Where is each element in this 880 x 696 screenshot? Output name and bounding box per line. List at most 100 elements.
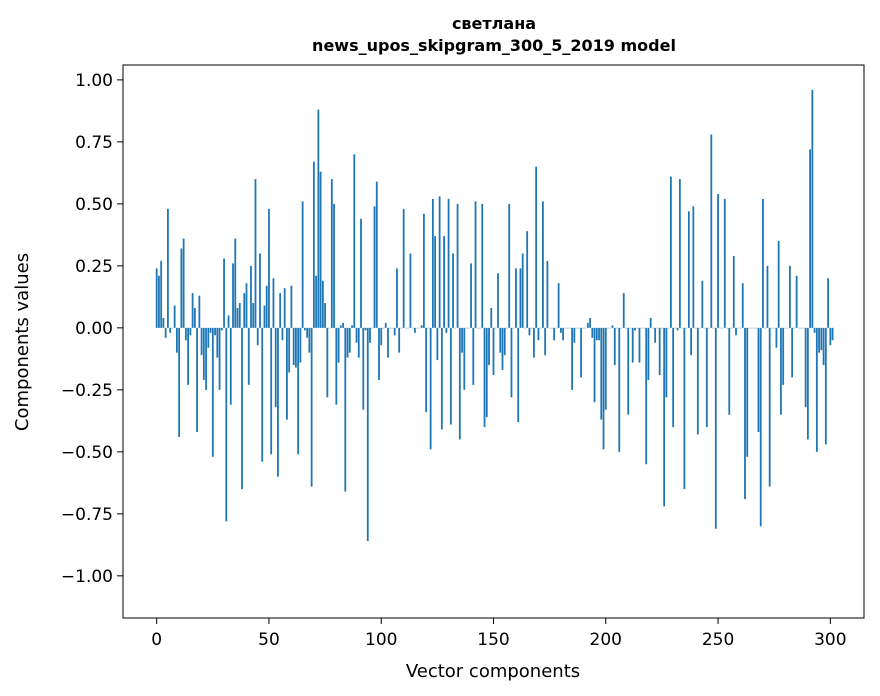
bar [178,327,181,437]
bar [319,171,322,328]
bar [310,327,313,487]
bar [820,327,823,351]
bar [216,327,219,358]
bar [447,198,450,328]
bar [306,327,309,338]
bar [501,327,504,371]
bar [809,149,812,328]
bar [272,278,275,328]
bar [198,295,201,328]
bar [766,265,769,328]
bar [279,293,282,328]
bar [200,327,203,356]
bar [440,327,443,430]
bar [324,303,326,328]
bar [236,308,239,328]
bar [535,166,538,328]
bar [387,327,389,358]
bar [544,327,547,356]
bar [259,253,261,328]
bar [474,201,477,328]
bar [663,327,666,507]
bar [234,238,237,328]
x-tick-label: 100 [365,630,397,650]
bar [591,327,594,338]
bar [160,260,163,328]
bar [741,283,744,328]
bar [175,327,178,353]
bar [586,322,589,328]
bar [312,161,315,328]
y-axis: 1.00 0.75 0.50 0.25 0.00 −0.25 −0.50 −0.75 −1.00 [61,71,123,587]
bar [254,179,257,328]
bar [618,327,621,452]
y-tick-label: 0.25 [75,257,113,277]
y-tick-label: −0.50 [61,443,113,463]
bar [445,327,448,333]
bar [263,305,266,328]
bar [252,303,255,328]
bar [232,263,234,328]
bar [497,273,499,328]
bar [559,327,562,333]
bar [481,203,484,328]
bar [360,218,362,328]
bar [317,109,320,328]
bar [223,258,225,328]
bar [676,327,679,331]
bar [409,253,412,328]
y-tick-label: 0.75 [75,133,113,153]
bar [483,327,486,428]
bar [286,327,288,420]
bar [665,327,668,398]
bar [458,327,461,440]
bar [526,231,529,328]
bar [604,327,607,410]
bar [357,327,360,358]
bar [452,253,454,328]
bar [701,280,704,328]
bar [227,315,230,328]
bar [827,278,829,328]
bar [229,327,232,405]
bar [299,327,302,363]
bar [348,327,351,353]
bar [241,327,243,490]
bar [485,327,488,418]
bar [463,327,466,390]
bar [602,327,605,450]
bar [598,327,600,341]
bar [775,327,778,348]
bar [634,327,636,331]
chart-title: светлана [452,14,536,33]
bar [813,327,816,333]
bar [180,248,183,328]
x-tick-label: 50 [258,630,280,650]
bar [288,327,291,373]
bar [815,327,818,452]
bar [315,275,318,328]
bar [420,325,423,328]
x-axis-label: Vector components [406,661,580,682]
bar [824,327,827,445]
bar [164,327,167,338]
bar [443,236,445,328]
bar [768,327,771,487]
x-tick-label: 300 [814,630,846,650]
bar [622,293,625,328]
bar [205,327,207,390]
bar [425,327,428,413]
bar [593,327,596,403]
bar [362,327,365,410]
bar [732,255,735,328]
bar [723,198,726,328]
bar [303,327,306,331]
bar [461,327,463,353]
bar [402,208,405,328]
bar [728,327,731,415]
bar [780,327,782,415]
bar [533,327,535,358]
bar [645,327,648,465]
bar [696,327,699,435]
